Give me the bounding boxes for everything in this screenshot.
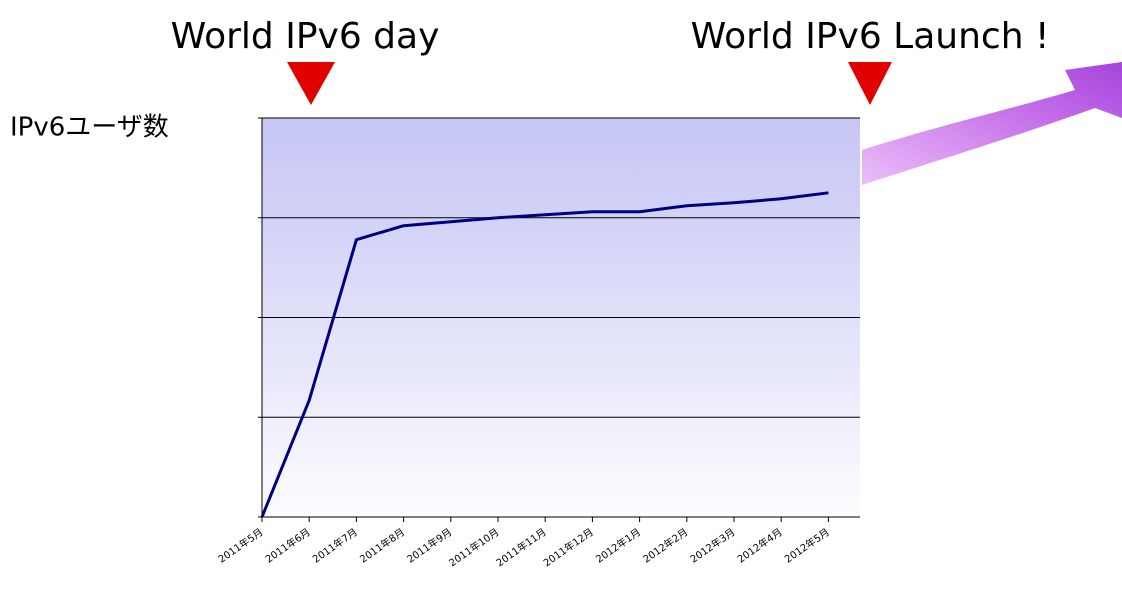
- annotation: World IPv6 Launch !: [691, 16, 1050, 57]
- x-tick-label: 2011年12月: [541, 525, 596, 569]
- x-tick-label: 2011年6月: [263, 525, 313, 565]
- x-tick-label: 2012年1月: [593, 525, 643, 565]
- arrow-decoration: [862, 62, 1122, 185]
- x-tick-label: 2011年7月: [310, 525, 360, 565]
- data-line: [260, 191, 829, 518]
- x-tick-label: 2012年4月: [735, 525, 785, 565]
- x-tick-label: 2011年10月: [446, 525, 501, 569]
- x-tick-label: 2011年8月: [357, 525, 407, 565]
- marker-triangle: [848, 62, 892, 105]
- x-tick-label: 2012年3月: [688, 525, 738, 565]
- x-tick-label: 2012年2月: [640, 525, 690, 565]
- marker-triangle: [287, 62, 335, 105]
- x-tick-label: 2012年5月: [782, 525, 832, 565]
- y-axis-label: IPv6ユーザ数: [10, 113, 169, 143]
- annotation: World IPv6 day: [171, 16, 440, 57]
- x-tick-label: 2011年5月: [216, 525, 266, 565]
- x-tick-label: 2011年11月: [494, 525, 549, 569]
